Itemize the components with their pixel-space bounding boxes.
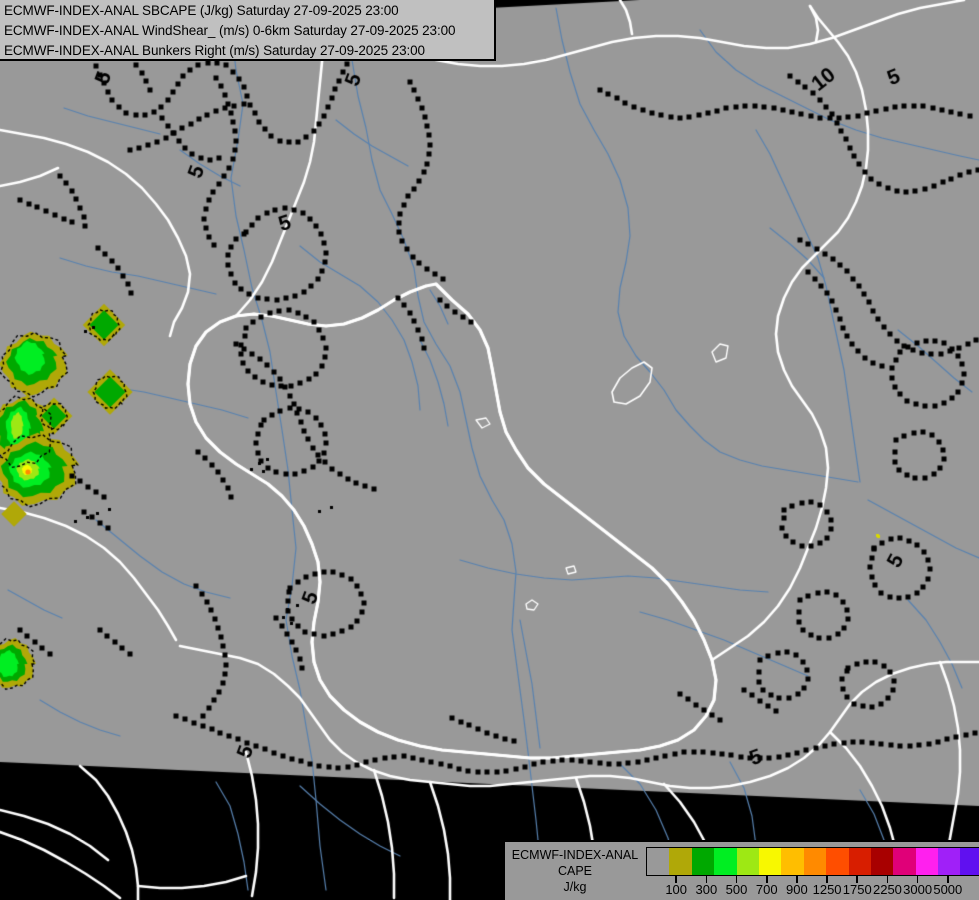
legend-caption-field: CAPE	[557, 864, 593, 878]
colorbar-ticks: 100 300 500 700 900 1250 1750 2250 3000 5000	[646, 876, 978, 900]
colorbar-tick-label-3000: 3000	[903, 882, 933, 897]
colorbar-swatches	[646, 847, 979, 876]
colorbar-swatch-11	[893, 848, 916, 875]
colorbar-swatch-8	[826, 848, 849, 875]
colorbar-tick-100	[675, 876, 677, 883]
colorbar-tick-700	[765, 876, 768, 883]
colorbar-swatch-7	[803, 848, 827, 875]
colorbar-tick-label-300: 300	[695, 882, 718, 897]
colorbar-tick-900	[796, 876, 798, 883]
colorbar-swatch-6	[781, 848, 804, 875]
colorbar-swatch-5	[758, 848, 782, 875]
title-line-windshear: ECMWF-INDEX-ANAL WindShear_ (m/s) 0-6km …	[4, 23, 456, 38]
legend-caption-units: J/kg	[563, 880, 587, 894]
colorbar-swatch-4	[736, 848, 759, 875]
colorbar-swatch-12	[915, 848, 939, 875]
colorbar-swatch-2	[691, 848, 715, 875]
colorbar-swatch-9	[848, 848, 871, 875]
colorbar-tick-label-100: 100	[665, 882, 688, 897]
colorbar-tick-500	[735, 876, 738, 883]
legend-caption-model: ECMWF-INDEX-ANAL	[511, 848, 639, 862]
legend-caption: ECMWF-INDEX-ANAL CAPE J/kg	[511, 847, 639, 895]
colorbar-tick-1750	[856, 876, 859, 883]
colorbar-tick-1250	[826, 876, 828, 883]
colorbar-swatch-13	[938, 848, 961, 875]
colorbar-tick-label-5000: 5000	[933, 882, 963, 897]
colorbar-tick-label-900: 900	[786, 882, 808, 897]
colorbar-swatch-14	[960, 848, 979, 875]
colorbar-tick-label-700: 700	[755, 882, 778, 897]
colorbar-tick-label-1750: 1750	[842, 882, 872, 897]
colorbar-tick-5000	[947, 876, 949, 883]
colorbar-swatch-10	[870, 848, 894, 875]
title-line-sbcape: ECMWF-INDEX-ANAL SBCAPE (J/kg) Saturday …	[4, 3, 399, 18]
colorbar-tick-3000	[916, 876, 919, 883]
map-title-panel: ECMWF-INDEX-ANAL SBCAPE (J/kg) Saturday …	[0, 0, 496, 61]
cape-colorbar-legend: ECMWF-INDEX-ANAL CAPE J/kg 100 300 500 700 9…	[503, 840, 979, 900]
colorbar-swatch-1	[669, 848, 692, 875]
colorbar-tick-2250	[886, 876, 889, 883]
colorbar-swatch-0	[647, 848, 670, 875]
colorbar-tick-label-1250: 1250	[812, 882, 842, 897]
colorbar-tick-300	[705, 876, 708, 883]
colorbar-tick-label-500: 500	[725, 882, 748, 897]
colorbar-tick-label-2250: 2250	[872, 882, 902, 897]
title-line-bunkers: ECMWF-INDEX-ANAL Bunkers Right (m/s) Sat…	[4, 43, 425, 58]
colorbar-swatch-3	[714, 848, 737, 875]
